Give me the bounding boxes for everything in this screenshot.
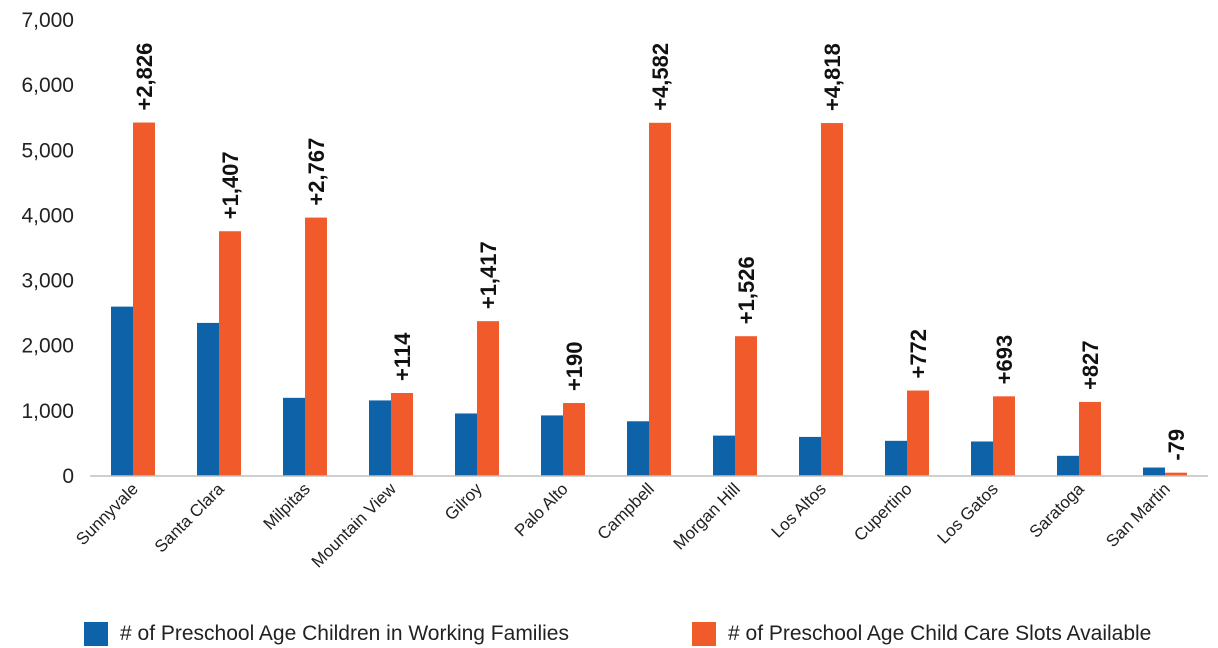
bar-slots — [1079, 401, 1101, 476]
bar-children — [799, 436, 821, 476]
x-tick-label: Campbell — [594, 479, 658, 543]
bar-children — [713, 435, 735, 476]
x-tick-label: Los Gatos — [934, 479, 1002, 547]
bar-children — [1143, 467, 1165, 476]
y-tick-label: 4,000 — [21, 204, 74, 227]
data-label: +1,407 — [218, 151, 243, 219]
bar-slots — [821, 123, 843, 476]
data-label: +190 — [562, 341, 587, 391]
x-tick-label: Santa Clara — [151, 479, 228, 556]
bar-slots — [1165, 472, 1187, 476]
legend-item-children: # of Preschool Age Children in Working F… — [84, 620, 569, 648]
bar-slots — [907, 390, 929, 476]
bar-slots — [649, 122, 671, 477]
x-tick-label: San Martin — [1102, 479, 1174, 551]
legend-swatch-slots — [692, 622, 716, 646]
x-tick-label: Gilroy — [441, 479, 486, 524]
legend-swatch-children — [84, 622, 108, 646]
y-axis: 0 1,000 2,000 3,000 4,000 5,000 6,000 7,000 — [21, 9, 74, 488]
data-label: +2,767 — [304, 138, 329, 206]
bar-children — [627, 421, 649, 476]
data-label: +772 — [906, 329, 931, 379]
legend-label-slots: # of Preschool Age Child Care Slots Avai… — [728, 622, 1152, 645]
legend-item-slots: # of Preschool Age Child Care Slots Avai… — [692, 620, 1151, 648]
data-label: +2,826 — [132, 43, 157, 111]
y-tick-label: 2,000 — [21, 335, 74, 358]
bar-slots — [219, 231, 241, 476]
data-label: +4,582 — [648, 43, 673, 111]
x-tick-label: Sunnyvale — [72, 479, 142, 549]
bar-slots — [563, 403, 585, 476]
bar-children — [369, 400, 391, 476]
y-tick-label: 6,000 — [21, 74, 74, 97]
x-tick-label: Morgan Hill — [670, 479, 744, 553]
bar-children — [885, 440, 907, 476]
data-label: -79 — [1164, 429, 1189, 461]
x-tick-label: Mountain View — [308, 479, 401, 572]
data-label: +693 — [992, 335, 1017, 385]
y-tick-label: 1,000 — [21, 400, 74, 423]
bar-children — [283, 397, 305, 476]
x-tick-label: Saratoga — [1026, 479, 1089, 542]
x-tick-label: Palo Alto — [511, 479, 572, 540]
bar-children — [455, 413, 477, 476]
y-tick-label: 0 — [62, 465, 74, 488]
bar-children — [197, 322, 219, 476]
bar-slots — [993, 396, 1015, 476]
bar-slots — [133, 122, 155, 477]
bar-children — [1057, 455, 1079, 476]
bar-slots — [735, 336, 757, 476]
data-label: +4,818 — [820, 43, 845, 111]
bar-children — [971, 441, 993, 476]
bar-chart: 0 1,000 2,000 3,000 4,000 5,000 6,000 7,000 +2,… — [21, 9, 1208, 572]
bar-slots — [391, 393, 413, 476]
data-label: +114 — [390, 332, 415, 381]
x-tick-label: Los Altos — [768, 479, 830, 541]
y-tick-label: 3,000 — [21, 270, 74, 293]
bars — [111, 122, 1187, 477]
x-tick-label: Cupertino — [850, 479, 916, 545]
x-tick-label: Milpitas — [260, 479, 314, 533]
data-label: +1,526 — [734, 256, 759, 324]
data-label: +827 — [1078, 340, 1103, 390]
y-tick-label: 5,000 — [21, 139, 74, 162]
bar-children — [541, 415, 563, 476]
data-labels: +2,826 +1,407 +2,767 +114 +1,417 +190 +4,582 +1… — [132, 43, 1189, 461]
bar-slots — [477, 321, 499, 476]
bar-children — [111, 306, 133, 476]
legend-label-children: # of Preschool Age Children in Working F… — [120, 622, 569, 645]
data-label: +1,417 — [476, 241, 501, 309]
y-tick-label: 7,000 — [21, 9, 74, 32]
bar-slots — [305, 217, 327, 476]
